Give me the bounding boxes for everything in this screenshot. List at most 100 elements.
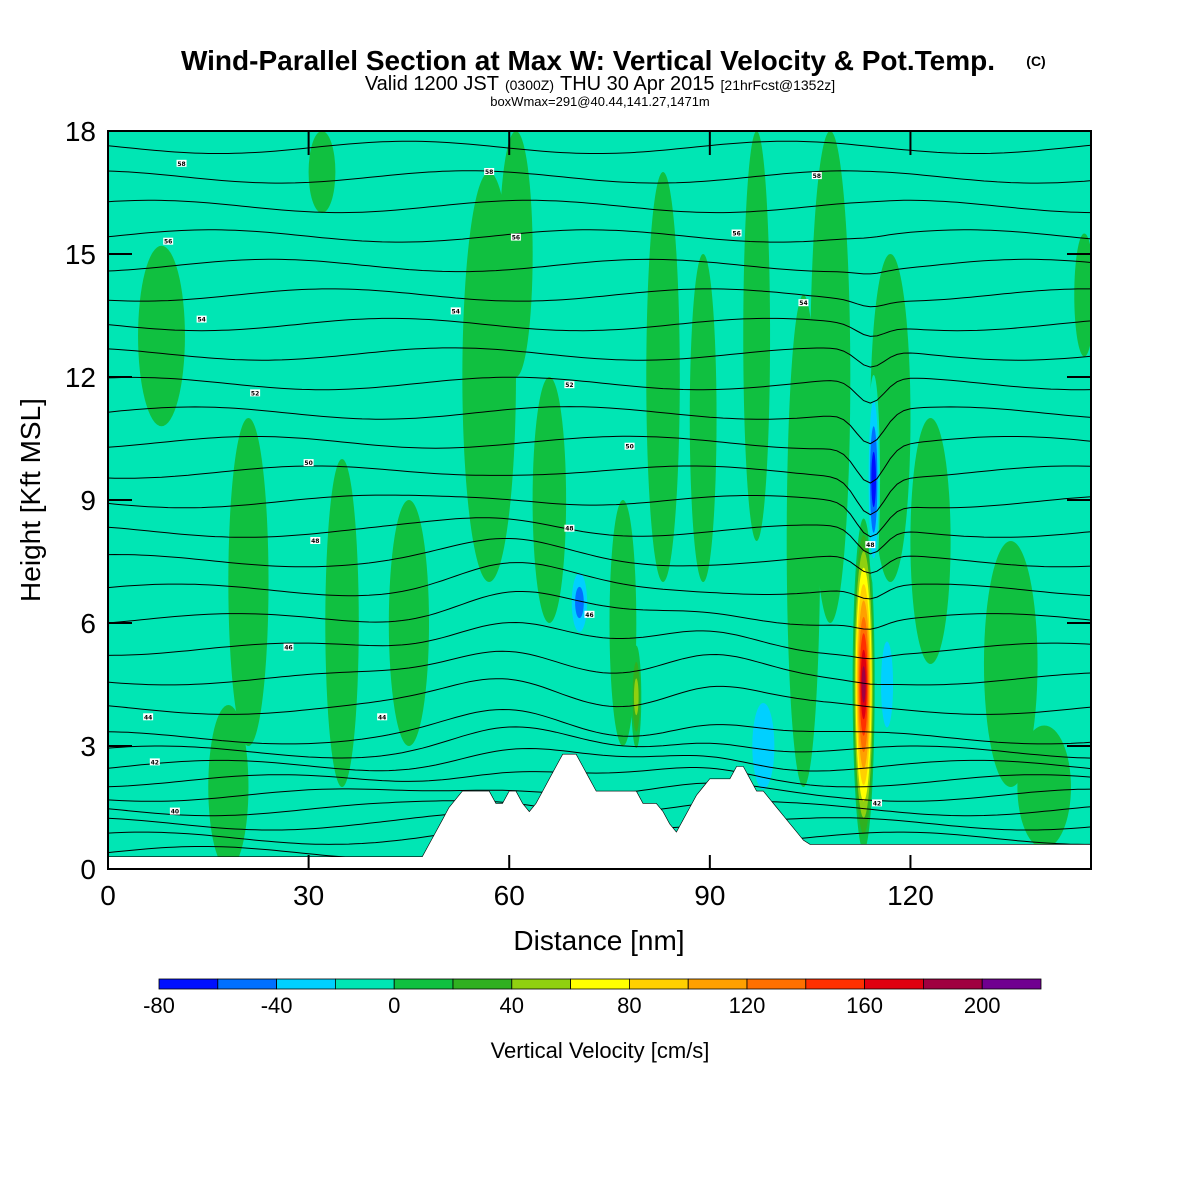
isentrope-line [108,406,1091,445]
axis-layer: 0 30 60 90 120 0 3 6 9 12 15 18 [65,116,1091,911]
x-tick-label: 90 [694,880,725,911]
colorbar-tick-label: 120 [729,993,766,1018]
chart-title-block: Wind-Parallel Section at Max W: Vertical… [181,45,1046,109]
isentrope-label-box [450,307,461,315]
weak-updraft-region [910,418,951,664]
colorbar-bin [746,978,807,990]
isentrope-label: 46 [284,645,292,652]
weak-updraft-region [308,131,336,213]
isentrope-label-box [564,524,575,532]
main-updraft-contour [861,666,866,703]
isentrope-label-box [303,459,314,467]
weak-updraft-region [499,131,533,377]
isentrope-label-box [731,229,742,237]
weak-updraft-region [983,541,1038,787]
colorbar-label: Vertical Velocity [cm/s] [491,1038,710,1063]
colorbar-bin [570,978,630,990]
weak-updraft-region [325,459,359,787]
weak-updraft-region [870,254,911,582]
colorbar-bin [805,978,865,990]
isentrope-label-box [143,713,154,721]
x-tick-label: 60 [494,880,525,911]
colorbar-bin [158,978,219,990]
isentrope-line [108,726,1091,759]
x-tick-label: 120 [887,880,934,911]
isentrope-label: 56 [512,235,520,242]
isentrope-line [108,708,1091,745]
isentrope-label-box [865,541,876,549]
weak-updraft-region [1074,233,1091,357]
colorbar-bin [629,978,689,990]
isentrope-label: 58 [485,169,493,176]
utc-time: (0300Z) [505,77,554,93]
isentrope-label: 44 [378,714,386,721]
y-axis-label: Height [Kft MSL] [15,398,46,602]
isentrope-line [108,229,1091,243]
weak-updraft-region [138,245,185,427]
isentrope-label-box [798,299,809,307]
colorbar-tick-label: 80 [617,993,641,1018]
colorbar-bin [864,978,924,990]
y-tick-label: 12 [65,362,96,393]
x-axis-label: Distance [nm] [513,925,684,956]
isentrope-label-box [310,537,321,544]
isentrope-label: 58 [813,173,821,180]
weak-updraft-region [228,418,269,746]
colorbar-tick-label: 0 [388,993,400,1018]
y-tick-label: 6 [80,608,96,639]
isentrope-line [108,678,1091,715]
isentrope-label: 56 [732,231,740,238]
isentrope-line [108,747,1091,772]
isentrope-label: 50 [304,460,312,467]
isentrope-label: 58 [177,161,185,168]
colorbar-bin [511,978,571,990]
isentrope-line [108,517,1091,555]
main-downdraft-contour [871,451,877,508]
colorbar-bin [923,978,983,990]
isentrope-line [108,538,1091,574]
terrain-profile [108,753,1091,869]
chart-subtitle: Valid 1200 JST (0300Z) THU 30 Apr 2015 [21h… [365,73,835,95]
isentrope-line [108,650,1091,686]
isentrope-label-box [163,237,174,245]
isentrope-label: 48 [311,538,319,545]
valid-time: Valid 1200 JST [365,73,499,95]
isentrope-label-box [624,442,635,450]
isentrope-label-box [872,799,883,807]
isentrope-label-box [484,168,495,175]
valid-date: THU 30 Apr 2015 [560,73,715,95]
isentrope-label: 50 [625,444,633,451]
colorbar-bin [217,978,278,990]
weak-updraft-region [208,705,249,869]
downdraft-70-contour [575,586,584,619]
isentrope-label: 48 [565,526,573,533]
colorbar-bin [393,978,454,990]
weak-updraft-region [532,377,567,623]
isentrope-label-box [176,159,187,167]
y-tick-label: 18 [65,116,96,147]
isentrope-label: 52 [251,390,259,397]
plot-area: 58 58 58 56 56 56 54 54 54 52 52 50 50 48 48 48 46 46 44 44… [108,131,1091,869]
isentrope-line [108,140,1091,154]
weak-updraft-region [646,172,680,582]
weak-updraft-region [689,254,717,582]
x-tick-label: 30 [293,880,324,911]
isentrope-label-box [169,807,180,815]
isentrope-label-layer: 58 58 58 56 56 56 54 54 54 52 52 50 50 48 48 48 46 46 44 44… [143,159,883,816]
forecast-hour: [21hrFcst@1352z] [721,77,836,93]
isentrope-label: 48 [866,542,874,549]
colorbar-tick-label: 160 [846,993,883,1018]
x-tick-label: 0 [100,880,116,911]
y-tick-label: 3 [80,731,96,762]
weak-updraft-region [388,500,430,746]
isentrope-label-box [283,643,294,651]
copyright-mark: (C) [1026,53,1045,69]
weak-updraft-region [810,131,851,623]
isentrope-label-box [584,610,595,618]
isentrope-label-box [149,758,160,766]
isentrope-label: 42 [873,800,881,807]
weak-updraft-region [609,500,637,746]
isentrope-label: 44 [144,714,152,721]
colorbar: -80 -40 0 40 80 120 160 200 [143,978,1042,1018]
colorbar-tick-label: 200 [964,993,1001,1018]
